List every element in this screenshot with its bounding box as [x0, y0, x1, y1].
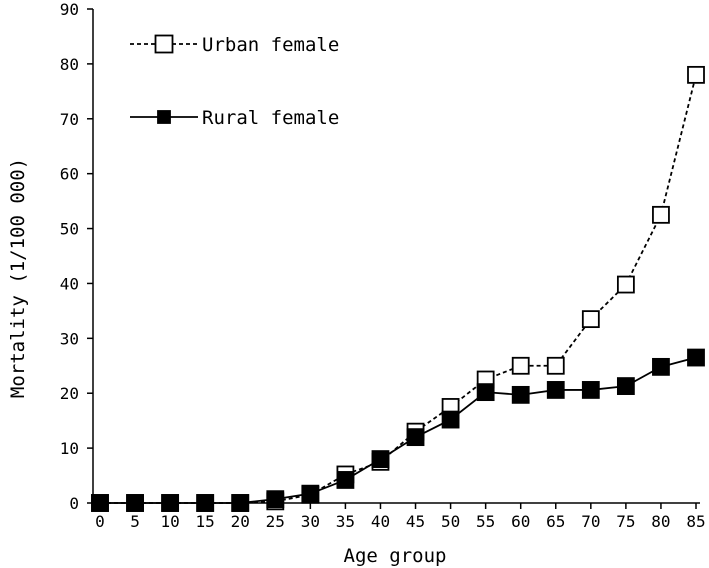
x-tick-label: 80 — [651, 512, 670, 531]
legend-marker — [154, 34, 174, 54]
data-point — [511, 356, 530, 375]
y-tick-label: 30 — [60, 329, 79, 348]
x-tick-label: 15 — [196, 512, 215, 531]
data-point — [476, 383, 495, 402]
data-point — [546, 356, 565, 375]
data-point — [126, 494, 144, 512]
x-tick-label: 85 — [686, 512, 705, 531]
y-tick-label: 0 — [69, 494, 79, 513]
y-tick-label: 40 — [60, 274, 79, 293]
x-tick-label: 30 — [301, 512, 320, 531]
x-tick-label: 50 — [441, 512, 460, 531]
data-point — [652, 357, 670, 376]
legend-item: Urban female — [130, 34, 339, 56]
series-line — [100, 356, 697, 504]
legend-label: Rural female — [202, 107, 339, 129]
x-tick-label: 45 — [406, 512, 425, 531]
data-point — [196, 494, 215, 512]
data-point — [652, 205, 670, 224]
data-point — [91, 494, 109, 512]
data-point — [546, 381, 565, 399]
x-axis-ticks: 0 5 10 15 20 25 30 35 40 45 50 55 60 65 70 75 80 85 — [95, 503, 706, 531]
series-urban-female — [91, 65, 705, 512]
x-tick-label: 0 — [95, 512, 105, 531]
x-tick-label: 70 — [581, 512, 600, 531]
data-point — [301, 484, 320, 503]
data-point — [406, 428, 425, 447]
y-axis-title: Mortality (1/100 000) — [7, 158, 29, 398]
axes — [92, 9, 700, 504]
data-point — [161, 494, 180, 512]
data-point — [336, 471, 355, 489]
x-tick-label: 60 — [511, 512, 530, 531]
y-tick-label: 80 — [60, 55, 79, 74]
x-tick-label: 55 — [476, 512, 495, 531]
data-point — [687, 65, 705, 84]
data-point — [687, 348, 705, 367]
y-tick-label: 70 — [60, 110, 79, 129]
x-tick-label: 40 — [371, 512, 390, 531]
x-axis-title: Age group — [344, 545, 447, 567]
y-axis-ticks: 0 10 20 30 40 50 60 70 80 90 — [60, 0, 93, 513]
y-tick-label: 50 — [60, 220, 79, 239]
series-layer — [91, 65, 705, 512]
x-tick-label: 20 — [231, 512, 250, 531]
x-tick-label: 75 — [616, 512, 635, 531]
x-tick-label: 10 — [160, 512, 179, 531]
y-tick-label: 60 — [60, 165, 79, 184]
data-point — [441, 410, 460, 429]
legend-label: Urban female — [202, 34, 339, 56]
data-point — [231, 494, 250, 512]
legend-marker — [157, 110, 171, 124]
data-point — [266, 490, 285, 509]
x-tick-label: 65 — [546, 512, 565, 531]
series-line — [100, 74, 697, 504]
data-point — [616, 377, 635, 395]
data-point — [511, 385, 530, 404]
data-point — [371, 450, 390, 468]
legend: Urban female Rural female — [130, 34, 339, 129]
legend-item: Rural female — [130, 107, 339, 129]
x-tick-label: 5 — [130, 512, 140, 531]
data-point — [581, 310, 600, 329]
y-tick-label: 90 — [60, 0, 79, 19]
data-point — [581, 381, 600, 399]
y-tick-label: 10 — [60, 439, 79, 458]
x-tick-label: 25 — [266, 512, 285, 531]
series-rural-female — [91, 348, 705, 512]
x-tick-label: 35 — [336, 512, 355, 531]
data-point — [616, 275, 635, 294]
y-tick-label: 20 — [60, 384, 79, 403]
